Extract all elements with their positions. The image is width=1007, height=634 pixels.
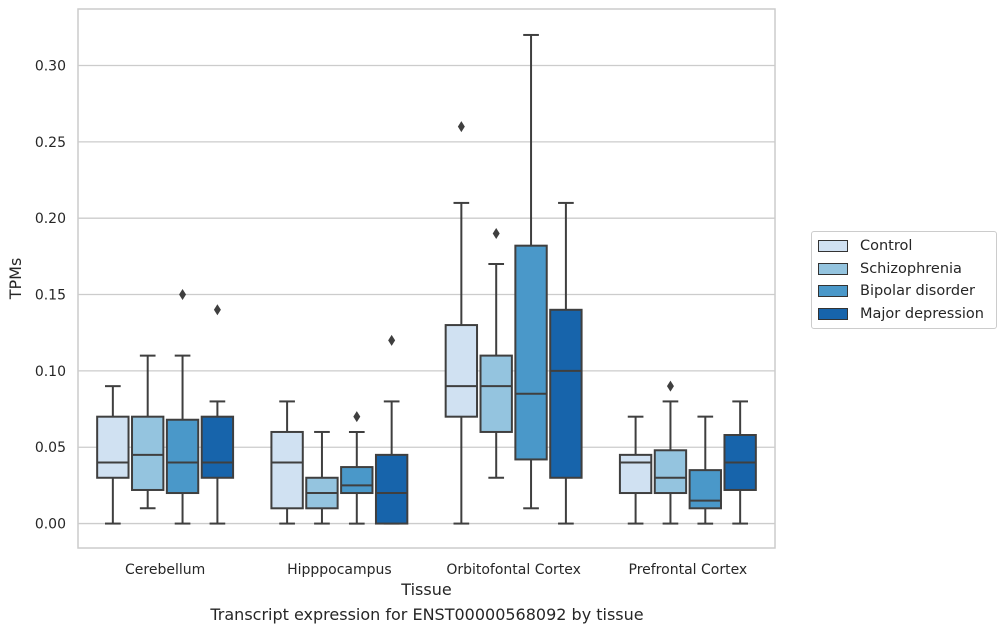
box-series xyxy=(96,33,757,525)
x-tick-label: Cerebellum xyxy=(125,562,205,578)
chart-caption: Transcript expression for ENST0000056809… xyxy=(210,605,644,624)
x-tick-label: Hipppocampus xyxy=(287,562,392,578)
box-major-depression xyxy=(374,334,409,525)
box-iqr xyxy=(96,415,130,479)
outlier-point xyxy=(213,304,221,316)
y-tick-label: 0.15 xyxy=(35,288,66,304)
box-control xyxy=(618,415,653,525)
box-schizophrenia xyxy=(479,227,513,479)
legend-label: Schizophrenia xyxy=(860,260,962,277)
box-major-depression xyxy=(549,201,583,525)
box-iqr xyxy=(165,418,200,495)
outlier-point xyxy=(179,289,187,301)
outlier-point xyxy=(492,227,500,239)
box-iqr xyxy=(549,308,583,479)
y-axis-label: TPMs xyxy=(6,258,25,301)
legend: Control Schizophrenia Bipolar disorder Majo… xyxy=(811,231,997,329)
box-iqr xyxy=(653,449,688,495)
x-tick-label: Orbitofontal Cortex xyxy=(446,562,581,578)
box-schizophrenia xyxy=(653,380,688,525)
legend-swatch xyxy=(818,307,848,320)
box-bipolar-disorder xyxy=(688,415,722,525)
box-control xyxy=(96,385,130,525)
box-iqr xyxy=(200,415,235,479)
legend-swatch xyxy=(818,285,848,298)
box-iqr xyxy=(131,415,165,491)
outlier-point xyxy=(388,334,396,346)
x-axis-label: Tissue xyxy=(400,580,451,599)
y-tick-label: 0.20 xyxy=(35,211,66,227)
legend-item: Major depression xyxy=(812,303,996,326)
box-control xyxy=(270,400,304,525)
legend-label: Major depression xyxy=(860,305,984,322)
box-iqr xyxy=(479,354,513,433)
legend-item: Schizophrenia xyxy=(812,258,996,281)
y-tick-label: 0.00 xyxy=(35,517,66,533)
y-tick-label: 0.05 xyxy=(35,440,66,456)
legend-label: Bipolar disorder xyxy=(860,283,975,300)
legend-swatch xyxy=(818,240,848,253)
outlier-point xyxy=(457,121,465,133)
box-iqr xyxy=(270,430,304,510)
y-tick-labels: 0.00 0.05 0.10 0.15 0.20 0.25 0.30 xyxy=(35,58,66,532)
box-bipolar-disorder xyxy=(165,289,200,525)
y-tick-label: 0.10 xyxy=(35,364,66,380)
x-tick-labels: Cerebellum Hipppocampus Orbitofontal Corte… xyxy=(125,562,747,578)
box-iqr xyxy=(514,244,548,461)
outlier-point xyxy=(666,380,674,392)
box-iqr xyxy=(374,453,409,525)
box-major-depression xyxy=(200,304,235,525)
legend-label: Control xyxy=(860,238,913,255)
box-schizophrenia xyxy=(305,430,339,525)
x-tick-label: Prefrontal Cortex xyxy=(629,562,748,578)
box-major-depression xyxy=(723,400,757,525)
box-iqr xyxy=(340,466,374,495)
box-control xyxy=(444,121,479,525)
plot-frame xyxy=(77,8,776,549)
box-iqr xyxy=(618,453,653,495)
legend-swatch xyxy=(818,262,848,275)
box-bipolar-disorder xyxy=(340,411,374,525)
legend-item: Bipolar disorder xyxy=(812,280,996,303)
y-tick-label: 0.25 xyxy=(35,135,66,151)
legend-item: Control xyxy=(812,235,996,258)
box-iqr xyxy=(688,469,722,510)
y-tick-label: 0.30 xyxy=(35,58,66,74)
box-schizophrenia xyxy=(131,354,165,510)
outlier-point xyxy=(353,411,361,423)
box-iqr xyxy=(444,324,479,418)
box-bipolar-disorder xyxy=(514,33,548,510)
